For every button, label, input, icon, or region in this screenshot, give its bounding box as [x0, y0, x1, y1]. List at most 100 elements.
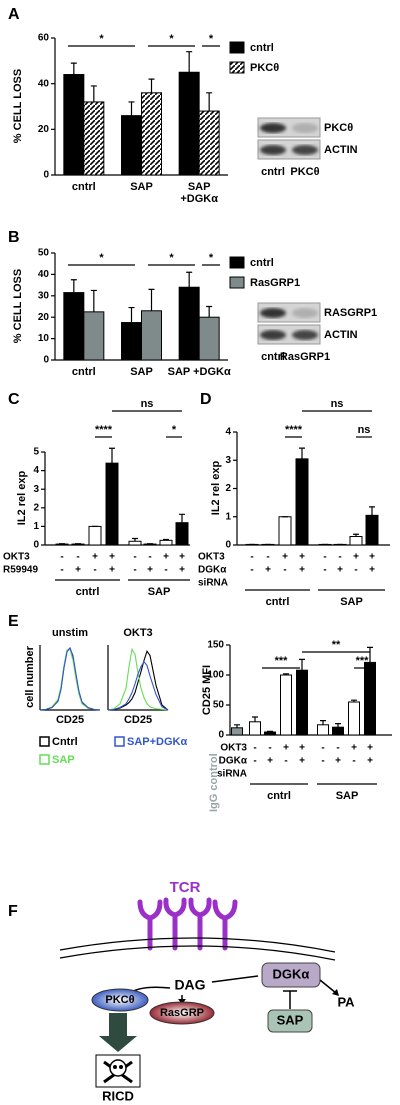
bar	[231, 727, 243, 736]
legend-swatch	[39, 754, 50, 765]
condition-sign: -	[250, 552, 253, 563]
x-tick-label: SAP	[188, 181, 211, 193]
y-tick-label: 0	[43, 355, 49, 366]
condition-sign: +	[163, 552, 169, 563]
skull-icon	[103, 1059, 133, 1084]
inhibition	[283, 990, 297, 1009]
legend-label: cntrl	[250, 257, 274, 269]
condition-sign: +	[369, 565, 375, 576]
blot-band	[260, 145, 286, 155]
significance-label: *	[169, 252, 174, 264]
y-tick-label: 5	[33, 447, 39, 458]
error-bar	[351, 699, 357, 702]
y-tick-label: 10	[38, 333, 50, 344]
bar	[198, 316, 220, 361]
error-bar	[299, 447, 305, 459]
x-tick-label: cntrl	[72, 366, 96, 378]
y-tick-label: 3	[33, 484, 39, 495]
condition-sign: +	[299, 565, 305, 576]
y-tick-label: 50	[38, 248, 50, 259]
blot-lane-label: RasGRP1	[280, 351, 330, 363]
legend-label: Cntrl	[52, 736, 78, 748]
condition-sign: -	[323, 552, 326, 563]
eye	[119, 1065, 123, 1069]
condition-sign: +	[109, 565, 115, 576]
histogram-line	[39, 648, 101, 711]
condition-sign: -	[321, 756, 324, 767]
sap-box	[267, 1009, 313, 1033]
side-label: IgG control	[208, 753, 220, 812]
legend-swatch	[229, 41, 245, 54]
condition-sign: -	[76, 552, 79, 563]
error-bar	[299, 658, 305, 671]
receptor	[212, 899, 238, 951]
receptor	[163, 897, 187, 951]
panel-label: C	[8, 391, 20, 408]
condition-label: DGKα	[198, 565, 227, 576]
condition-sign: +	[109, 552, 115, 563]
group-label: SAP	[340, 596, 363, 608]
bar	[264, 731, 276, 736]
blot-lane-label: PKCθ	[290, 166, 319, 178]
blot-band	[260, 123, 286, 133]
bar	[83, 101, 105, 176]
error-bar	[320, 720, 326, 725]
condition-sign: -	[268, 743, 271, 754]
bar	[159, 539, 173, 546]
histogram-line	[39, 647, 101, 711]
panel-label: F	[8, 903, 18, 920]
condition-sign: -	[352, 756, 355, 767]
significance-label: **	[332, 639, 341, 651]
condition-sign: -	[321, 743, 324, 754]
bar	[332, 726, 344, 736]
error-bar	[90, 85, 97, 102]
condition-sign: +	[335, 756, 341, 767]
legend-label: PKCθ	[250, 62, 279, 74]
legend-label: SAP	[52, 754, 75, 766]
error-bar	[186, 271, 193, 288]
bar	[295, 458, 309, 546]
condition-sign: -	[164, 565, 167, 576]
condition-sign: +	[299, 756, 305, 767]
error-bar	[353, 533, 359, 537]
x-tick-label: SAP +DGKα	[168, 366, 231, 378]
tcr-receptors	[137, 897, 238, 951]
dgk-label: DGKα	[273, 966, 310, 981]
blot-lane-label: cntrl	[261, 351, 285, 363]
error-bar	[90, 289, 97, 312]
condition-sign: +	[367, 743, 373, 754]
ricd-label: RICD	[102, 1088, 134, 1103]
bar	[278, 516, 292, 546]
error-bar	[234, 724, 240, 728]
bar	[296, 669, 308, 736]
condition-sign: +	[92, 552, 98, 563]
significance-label: ****	[285, 424, 303, 436]
skull	[109, 1059, 127, 1077]
group-label: cntrl	[267, 790, 291, 802]
y-tick-label: 40	[38, 269, 50, 280]
y-tick-label: 30	[38, 290, 50, 301]
bar	[83, 311, 105, 361]
condition-label: siRNA	[198, 578, 228, 589]
bar	[349, 536, 363, 546]
bar	[249, 721, 261, 736]
panel-label: D	[200, 391, 212, 408]
bar	[317, 724, 329, 736]
condition-sign: -	[284, 756, 287, 767]
blot-band	[292, 308, 318, 318]
condition-label: OKT3	[220, 743, 247, 754]
y-tick-label: 0	[218, 730, 224, 741]
histogram-line	[107, 660, 169, 711]
error-bar	[148, 78, 155, 93]
condition-sign: -	[283, 565, 286, 576]
panel-label: B	[8, 229, 20, 246]
y-tick-label: 0	[225, 540, 231, 551]
error-bar	[369, 506, 375, 516]
y-tick-label: 1	[33, 521, 39, 532]
condition-sign: +	[147, 565, 153, 576]
blot-band	[260, 330, 286, 340]
blot-band	[260, 308, 286, 318]
significance-label: *	[99, 252, 104, 264]
error-bar	[252, 716, 258, 722]
membrane	[59, 945, 336, 961]
